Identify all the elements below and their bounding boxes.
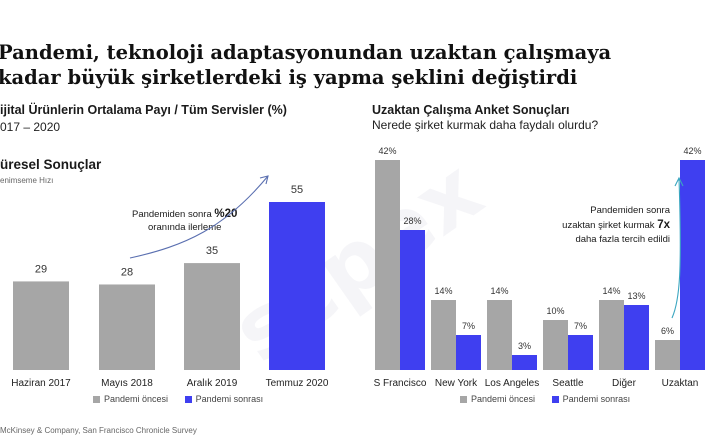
right-legend: Pandemi öncesi Pandemi sonrası: [460, 394, 630, 404]
bar-right-value-5-0: 6%: [661, 326, 674, 336]
left-annotation: Pandemiden sonra %20 oranında ilerleme: [132, 208, 237, 234]
left-annotation-prefix: Pandemiden sonra: [132, 209, 215, 220]
bar-right-value-2-1: 3%: [518, 341, 531, 351]
left-chart-header: ijital Ürünlerin Ortalama Payı / Tüm Ser…: [0, 103, 287, 117]
right-annotation-line1: Pandemiden sonra: [590, 205, 670, 216]
bar-left-3: [269, 202, 325, 370]
bar-right-value-0-1: 28%: [403, 216, 421, 226]
left-annotation-line2: oranında ilerleme: [148, 222, 222, 233]
bar-right-category-4: Diğer: [612, 378, 637, 389]
bar-right-3-0: [543, 320, 568, 370]
legend-swatch-before-right: [460, 396, 467, 404]
title-line-1: Pandemi, teknoloji adaptasyonundan uzakt…: [0, 41, 612, 64]
bar-left-category-1: Mayıs 2018: [101, 378, 153, 389]
bar-left-value-1: 28: [121, 266, 133, 278]
bar-right-2-1: [512, 355, 537, 370]
bar-right-category-2: Los Angeles: [485, 378, 540, 389]
right-annotation-line2: uzaktan şirket kurmak: [562, 220, 658, 231]
right-annotation-arrow: [671, 176, 684, 319]
section-subtitle: enimseme Hızı: [0, 176, 54, 185]
bar-left-category-3: Temmuz 2020: [266, 378, 329, 389]
right-annotation-line3: daha fazla tercih edildi: [575, 234, 670, 245]
right-annotation: Pandemiden sonra uzaktan şirket kurmak 7…: [520, 204, 670, 247]
legend-swatch-after-right: [551, 396, 559, 404]
legend-before-label: Pandemi öncesi: [104, 394, 169, 404]
bar-right-value-4-1: 13%: [627, 291, 645, 301]
bar-right-value-0-0: 42%: [378, 146, 396, 156]
bar-left-1: [99, 284, 155, 370]
left-legend: Pandemi öncesi Pandemi sonrası: [93, 394, 263, 404]
bar-right-value-1-1: 7%: [462, 321, 475, 331]
bar-right-value-3-1: 7%: [574, 321, 587, 331]
bar-right-category-5: Uzaktan: [662, 378, 699, 389]
source-note: McKinsey & Company, San Francisco Chroni…: [0, 426, 197, 435]
bar-right-5-1: [680, 160, 705, 370]
bar-right-5-0: [655, 340, 680, 370]
bar-right-category-0: S Francisco: [374, 378, 427, 389]
legend-before-label-right: Pandemi öncesi: [471, 394, 536, 404]
left-annotation-value: %20: [214, 208, 238, 220]
legend-after-label-right: Pandemi sonrası: [562, 394, 631, 404]
left-chart: 29 Haziran 2017 28 Mayıs 2018 35 Aralık 2019 5…: [11, 184, 329, 389]
section-title: üresel Sonuçlar: [0, 157, 102, 172]
title-line-2: kadar büyük şirketlerdeki iş yapma şekli…: [0, 66, 578, 89]
bar-right-0-0: [375, 160, 400, 370]
right-annotation-value: 7x: [657, 219, 670, 231]
bar-left-2: [184, 263, 240, 370]
bar-left-0: [13, 281, 69, 370]
bar-right-4-0: [599, 300, 624, 370]
bar-right-1-0: [431, 300, 456, 370]
right-chart-header: Uzaktan Çalışma Anket Sonuçları: [372, 103, 570, 117]
bar-right-value-2-0: 14%: [490, 286, 508, 296]
bar-right-category-3: Seattle: [552, 378, 584, 389]
bar-right-3-1: [568, 335, 593, 370]
bar-right-4-1: [624, 305, 649, 370]
bar-left-value-3: 55: [291, 184, 303, 196]
bar-right-1-1: [456, 335, 481, 370]
bar-right-2-0: [487, 300, 512, 370]
bar-right-value-1-0: 14%: [434, 286, 452, 296]
bar-left-category-0: Haziran 2017: [11, 378, 71, 389]
bar-right-value-4-0: 14%: [602, 286, 620, 296]
page-title: Pandemi, teknoloji adaptasyonundan uzakt…: [0, 40, 710, 90]
left-annotation-arrow: [129, 175, 269, 259]
left-chart-period: 017 – 2020: [0, 120, 61, 134]
legend-after-label: Pandemi sonrası: [195, 394, 264, 404]
right-chart-question: Nerede şirket kurmak daha faydalı olurdu…: [372, 118, 599, 132]
bar-right-value-3-0: 10%: [546, 306, 564, 316]
right-chart: 42% 28% S Francisco 14% 7% New York 14% 3% Los A…: [374, 146, 705, 389]
bar-right-value-5-1: 42%: [683, 146, 701, 156]
bar-left-category-2: Aralık 2019: [187, 378, 238, 389]
bar-left-value-2: 35: [206, 245, 218, 257]
bar-right-0-1: [400, 230, 425, 370]
legend-swatch-before: [93, 396, 100, 404]
bar-right-category-1: New York: [435, 378, 478, 389]
legend-swatch-after: [184, 396, 192, 404]
bar-left-value-0: 29: [35, 263, 47, 275]
